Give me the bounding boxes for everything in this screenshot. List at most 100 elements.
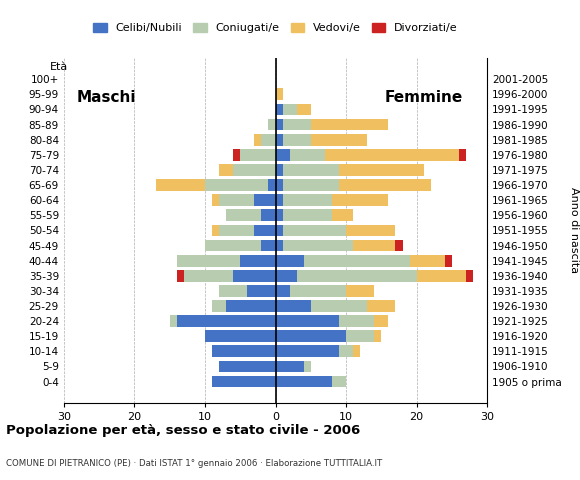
Bar: [212, 376, 276, 387]
Text: COMUNE DI PIETRANICO (PE) · Dati ISTAT 1° gennaio 2006 · Elaborazione TUTTITALIA: COMUNE DI PIETRANICO (PE) · Dati ISTAT 1…: [6, 458, 382, 468]
Bar: [276, 104, 282, 115]
Bar: [233, 164, 276, 176]
Bar: [205, 179, 269, 191]
Bar: [282, 104, 297, 115]
Bar: [233, 149, 240, 161]
Bar: [282, 209, 332, 221]
Legend: Celibi/Nubili, Coniugati/e, Vedovi/e, Divorziati/e: Celibi/Nubili, Coniugati/e, Vedovi/e, Di…: [89, 18, 462, 37]
Bar: [276, 270, 297, 282]
Text: Femmine: Femmine: [385, 90, 463, 105]
Bar: [262, 209, 275, 221]
Bar: [276, 300, 311, 312]
Bar: [353, 240, 396, 252]
Bar: [233, 270, 276, 282]
Bar: [254, 225, 276, 236]
Bar: [205, 330, 276, 342]
Bar: [219, 194, 254, 206]
Text: Età: Età: [50, 62, 68, 72]
Bar: [226, 209, 262, 221]
Bar: [374, 315, 389, 327]
Bar: [254, 194, 276, 206]
Bar: [339, 315, 374, 327]
Bar: [177, 315, 276, 327]
Bar: [276, 255, 304, 266]
Bar: [219, 164, 233, 176]
Bar: [304, 255, 409, 266]
Bar: [212, 300, 226, 312]
Bar: [262, 134, 275, 145]
Bar: [339, 346, 353, 357]
Bar: [276, 134, 282, 145]
Bar: [282, 225, 346, 236]
Bar: [346, 225, 396, 236]
Bar: [282, 179, 339, 191]
Bar: [396, 240, 403, 252]
Bar: [289, 285, 346, 297]
Bar: [367, 300, 396, 312]
Bar: [247, 285, 276, 297]
Bar: [276, 315, 339, 327]
Bar: [276, 179, 282, 191]
Bar: [254, 134, 262, 145]
Bar: [416, 270, 466, 282]
Y-axis label: Anno di nascita: Anno di nascita: [569, 187, 579, 274]
Bar: [311, 300, 367, 312]
Bar: [276, 360, 304, 372]
Bar: [459, 149, 466, 161]
Bar: [212, 346, 276, 357]
Bar: [332, 209, 353, 221]
Bar: [282, 240, 353, 252]
Bar: [332, 194, 389, 206]
Bar: [276, 164, 282, 176]
Bar: [276, 194, 282, 206]
Bar: [282, 164, 339, 176]
Bar: [282, 134, 311, 145]
Bar: [276, 346, 339, 357]
Bar: [276, 209, 282, 221]
Bar: [289, 149, 325, 161]
Bar: [276, 88, 282, 100]
Bar: [466, 270, 473, 282]
Bar: [311, 119, 389, 131]
Bar: [276, 376, 332, 387]
Bar: [276, 149, 289, 161]
Text: Maschi: Maschi: [77, 90, 136, 105]
Bar: [339, 179, 431, 191]
Bar: [276, 225, 282, 236]
Bar: [332, 376, 346, 387]
Bar: [219, 225, 254, 236]
Bar: [339, 164, 423, 176]
Bar: [226, 300, 276, 312]
Bar: [212, 194, 219, 206]
Bar: [184, 270, 233, 282]
Bar: [353, 346, 360, 357]
Bar: [155, 179, 205, 191]
Bar: [276, 119, 282, 131]
Bar: [409, 255, 445, 266]
Bar: [269, 119, 276, 131]
Bar: [346, 285, 374, 297]
Bar: [282, 194, 332, 206]
Bar: [240, 149, 276, 161]
Bar: [177, 270, 184, 282]
Bar: [276, 330, 346, 342]
Bar: [219, 360, 276, 372]
Bar: [240, 255, 276, 266]
Bar: [311, 134, 367, 145]
Bar: [276, 240, 282, 252]
Bar: [219, 285, 247, 297]
Bar: [297, 270, 416, 282]
Bar: [205, 240, 262, 252]
Bar: [445, 255, 452, 266]
Text: Popolazione per età, sesso e stato civile - 2006: Popolazione per età, sesso e stato civil…: [6, 424, 360, 437]
Bar: [346, 330, 374, 342]
Bar: [169, 315, 177, 327]
Bar: [304, 360, 311, 372]
Bar: [276, 285, 289, 297]
Bar: [325, 149, 459, 161]
Bar: [374, 330, 382, 342]
Bar: [269, 179, 276, 191]
Bar: [212, 225, 219, 236]
Bar: [262, 240, 275, 252]
Bar: [177, 255, 240, 266]
